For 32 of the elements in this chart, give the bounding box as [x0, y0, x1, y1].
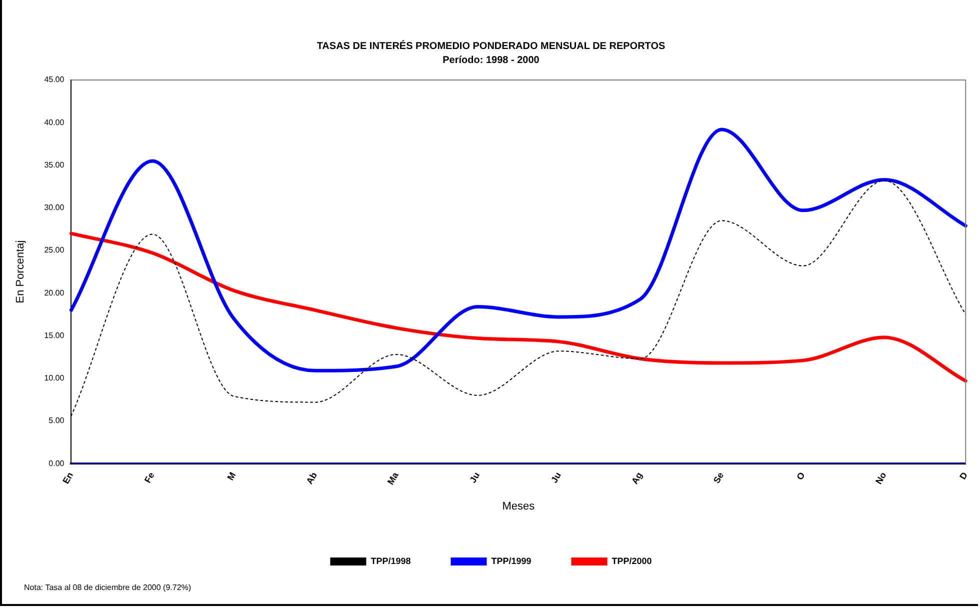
x-tick-label: Fe: [142, 470, 156, 485]
y-tick-label: 45.00: [44, 75, 65, 84]
text: Nota: Tasa al 08 de diciembre de 2000 (9.72%): [24, 583, 192, 592]
y-tick-label: 5.00: [48, 416, 65, 426]
y-tick-label: 25.00: [44, 246, 65, 255]
x-tick-label: Ag: [630, 470, 644, 486]
x-tick-label: Se: [711, 470, 726, 486]
y-tick-label: 20.00: [44, 288, 65, 298]
y-tick-label: 0.00: [48, 458, 65, 468]
x-tick-label: O: [794, 470, 807, 482]
x-tick-label: Ju: [549, 470, 563, 485]
legend-label: TPP/1998: [370, 556, 411, 566]
x-tick-label: No: [874, 470, 888, 486]
x-tick-label: Ab: [304, 470, 320, 486]
y-tick-label: 35.00: [44, 160, 65, 170]
y-axis-title: En Porcentaj: [14, 240, 27, 304]
chart-subtitle: Período: 1998 - 2000: [442, 54, 540, 66]
line-series: [69, 128, 968, 372]
y-tick-label: 40.00: [44, 118, 65, 127]
y-tick-label: 30.00: [44, 203, 65, 212]
y-tick-label: 10.00: [44, 374, 65, 383]
legend-label: TPP/2000: [612, 556, 652, 566]
x-tick-label: D: [958, 470, 970, 482]
x-tick-label: M: [225, 470, 238, 482]
y-tick-label: 15.00: [44, 330, 65, 340]
x-tick-label: Ma: [385, 470, 401, 486]
chart-title: TASAS DE INTERÉS PROMEDIO PONDERADO MENSUAL DE REPORTOS: [316, 40, 666, 52]
x-tick-label: Ju: [468, 470, 482, 485]
line-series: [69, 232, 968, 383]
legend-label: TPP/1999: [491, 556, 532, 566]
x-axis-title: Meses: [502, 500, 536, 512]
x-tick-label: En: [60, 470, 76, 486]
